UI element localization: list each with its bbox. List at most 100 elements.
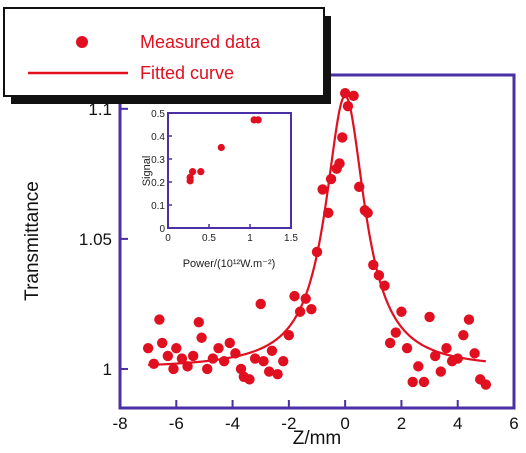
inset-x-tick-label: 1	[247, 233, 253, 244]
inset-x-tick-label: 0.5	[202, 233, 216, 244]
measured-data-point	[266, 345, 278, 356]
measured-data-point	[418, 376, 430, 388]
measured-data-point	[224, 337, 235, 349]
measured-data-point	[171, 342, 182, 354]
measured-data-point	[196, 332, 207, 343]
inset-y-tick-label: 0.1	[151, 201, 165, 212]
measured-data-point	[441, 342, 452, 354]
inset-y-tick-label: 0.3	[151, 155, 165, 166]
measured-data-point	[213, 342, 224, 354]
measured-data-point	[390, 327, 401, 338]
x-tick-label: -4	[225, 414, 240, 433]
measured-data-point	[202, 363, 213, 375]
measured-data-point	[435, 366, 447, 377]
measured-data-point	[480, 379, 492, 390]
measured-data-point	[342, 101, 354, 112]
inset-data-point	[186, 177, 194, 185]
x-tick-label: -8	[112, 414, 127, 433]
measured-data-point	[396, 306, 407, 317]
measured-data-point	[317, 184, 328, 195]
x-tick-label: 2	[397, 414, 406, 433]
main-series	[142, 88, 492, 390]
measured-data-point	[384, 337, 396, 349]
x-tick-label: -6	[169, 414, 184, 433]
measured-data-point	[142, 342, 154, 354]
x-axis-title: Z/mm	[293, 428, 342, 449]
main-ticks: -8 -6 -4 -2 0 2 4 6 1 1.05 1.1	[79, 100, 519, 433]
measured-data-point	[263, 366, 275, 377]
measured-data-point	[289, 290, 300, 302]
inset-y-axis-title: Signal	[141, 156, 153, 187]
measured-data-point	[235, 363, 247, 375]
measured-data-point	[182, 361, 193, 372]
measured-data-point	[258, 355, 269, 367]
measured-data-point	[452, 353, 463, 364]
measured-data-point	[294, 306, 306, 317]
y-axis-title: Transmittance	[22, 181, 43, 301]
measured-data-point	[193, 316, 204, 328]
inset-y-tick-label: 0.2	[151, 178, 165, 189]
measured-data-point	[348, 90, 359, 102]
measured-data-point	[230, 348, 241, 359]
inset-data-point	[189, 168, 197, 176]
legend: Measured data Fitted curve	[3, 7, 331, 104]
measured-data-point	[300, 293, 311, 304]
measured-data-point	[463, 314, 475, 325]
legend-box	[3, 7, 325, 97]
legend-marker-measured	[76, 36, 88, 48]
measured-data-point	[368, 259, 379, 271]
inset-series	[186, 116, 262, 185]
measured-data-point	[379, 280, 390, 291]
inset-ticks: 0 0.5 1 1.5 0 0.1 0.2 0.3 0.4 0.5	[151, 109, 298, 244]
measured-data-point	[362, 207, 373, 219]
measured-data-point	[413, 361, 424, 372]
x-tick-label: 4	[453, 414, 462, 433]
x-tick-label: -2	[281, 414, 296, 433]
inset-x-tick-label: 1.5	[284, 233, 298, 244]
measured-data-point	[424, 311, 435, 323]
measured-data-point	[283, 329, 295, 341]
y-tick-label: 1.05	[79, 230, 112, 249]
measured-data-point	[148, 358, 159, 369]
legend-label-fitted: Fitted curve	[140, 63, 234, 83]
measured-data-point	[249, 353, 261, 364]
measured-data-point	[168, 363, 179, 375]
measured-data-point	[157, 337, 168, 349]
y-tick-label: 1	[103, 360, 112, 379]
measured-data-point	[218, 355, 230, 367]
x-tick-label: 0	[340, 414, 349, 433]
measured-data-point	[373, 270, 385, 281]
measured-data-point	[323, 207, 334, 219]
measured-data-point	[458, 329, 469, 341]
measured-data-point	[469, 348, 480, 359]
inset-data-point	[217, 143, 225, 152]
measured-data-point	[354, 181, 365, 193]
measured-data-point	[162, 350, 174, 362]
x-tick-label: 6	[509, 414, 518, 433]
inset-data-point	[254, 116, 262, 124]
measured-data-point	[430, 350, 441, 362]
measured-data-point	[337, 132, 348, 143]
inset-data-point	[197, 168, 205, 176]
measured-data-point	[272, 368, 283, 380]
measured-data-point	[339, 88, 351, 99]
measured-data-point	[244, 374, 255, 385]
measured-data-point	[154, 314, 165, 325]
measured-data-point	[187, 350, 199, 362]
measured-data-point	[176, 353, 188, 364]
inset-y-tick-label: 0	[159, 224, 165, 235]
measured-data-point	[255, 298, 266, 310]
y-tick-label: 1.1	[88, 100, 112, 119]
measured-data-point	[325, 173, 337, 185]
inset-x-tick-label: 0	[165, 233, 171, 244]
measured-data-point	[311, 246, 323, 258]
inset-x-axis-title: Power/(10¹²W.m⁻²)	[183, 258, 276, 270]
inset-y-tick-label: 0.4	[151, 132, 165, 143]
inset-y-tick-label: 0.5	[151, 109, 165, 120]
measured-data-point	[334, 158, 345, 169]
measured-data-point	[407, 376, 418, 388]
measured-data-point	[401, 342, 413, 354]
inset-plot-frame	[167, 112, 292, 229]
measured-data-point	[207, 353, 219, 364]
